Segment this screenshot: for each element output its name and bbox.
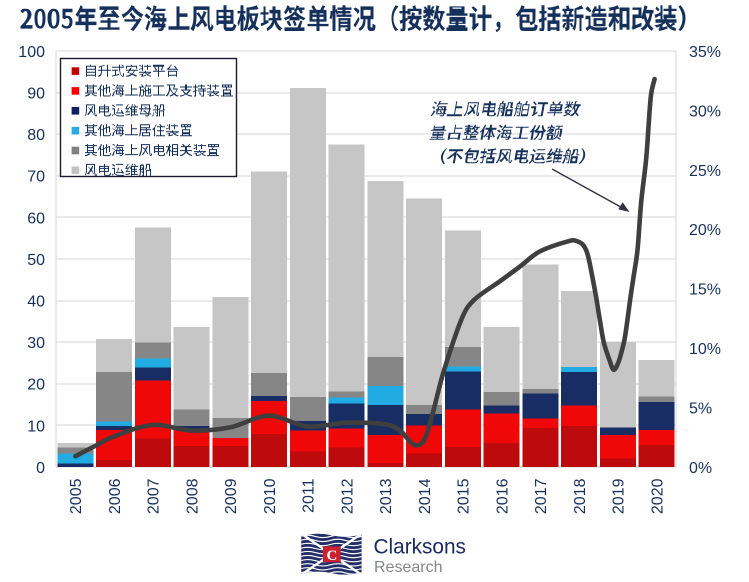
svg-text:2007: 2007 — [146, 478, 163, 514]
svg-text:20%: 20% — [689, 222, 721, 239]
svg-text:2011: 2011 — [301, 478, 318, 513]
svg-text:2014: 2014 — [417, 478, 434, 514]
svg-text:50: 50 — [27, 252, 45, 269]
svg-text:35%: 35% — [689, 44, 721, 61]
svg-text:2009: 2009 — [223, 478, 240, 514]
svg-text:2008: 2008 — [184, 478, 201, 514]
svg-text:60: 60 — [27, 210, 45, 227]
svg-text:0: 0 — [36, 460, 45, 477]
svg-text:2016: 2016 — [494, 478, 511, 514]
svg-text:2020: 2020 — [649, 478, 666, 514]
svg-text:10: 10 — [27, 418, 45, 435]
svg-text:2005: 2005 — [68, 478, 85, 514]
svg-text:C: C — [326, 548, 337, 564]
svg-text:20: 20 — [27, 377, 45, 394]
svg-text:2006: 2006 — [107, 478, 124, 514]
svg-text:2013: 2013 — [378, 478, 395, 514]
svg-text:100: 100 — [18, 44, 45, 61]
svg-text:2017: 2017 — [533, 478, 550, 514]
svg-text:2015: 2015 — [456, 478, 473, 514]
svg-text:2018: 2018 — [572, 478, 589, 514]
svg-text:90: 90 — [27, 86, 45, 103]
svg-text:10%: 10% — [689, 341, 721, 358]
svg-text:30%: 30% — [689, 103, 721, 120]
svg-text:40: 40 — [27, 294, 45, 311]
svg-text:2019: 2019 — [611, 478, 628, 514]
svg-text:2012: 2012 — [339, 478, 356, 514]
svg-text:70: 70 — [27, 169, 45, 186]
svg-text:80: 80 — [27, 127, 45, 144]
svg-text:30: 30 — [27, 335, 45, 352]
svg-text:Research: Research — [374, 559, 442, 576]
svg-text:2010: 2010 — [262, 478, 279, 514]
svg-text:0%: 0% — [689, 460, 712, 477]
svg-text:5%: 5% — [689, 401, 712, 418]
svg-text:Clarksons: Clarksons — [374, 536, 466, 559]
svg-text:15%: 15% — [689, 282, 721, 299]
svg-text:25%: 25% — [689, 163, 721, 180]
